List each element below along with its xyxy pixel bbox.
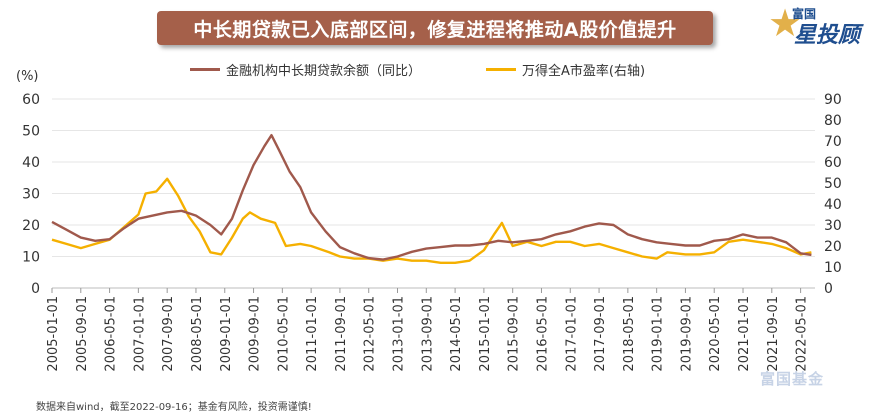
x-tick-label: 2013-01-01 <box>392 296 407 372</box>
x-tick-label: 2022-05-01 <box>795 296 810 372</box>
x-tick-label: 2005-09-01 <box>75 296 90 372</box>
legend-swatch-loan <box>190 68 220 71</box>
x-tick-label: 2013-09-01 <box>420 296 435 372</box>
x-tick-label: 2014-05-01 <box>449 296 464 372</box>
x-tick-label: 2011-09-01 <box>334 296 349 372</box>
brand-logo: ★ 富国 星投顾 <box>768 1 868 48</box>
x-tick-label: 2017-09-01 <box>593 296 608 372</box>
x-tick-label: 2016-05-01 <box>535 296 550 372</box>
watermark-text: 富国基金 <box>760 370 825 388</box>
x-tick-label: 2019-01-01 <box>651 296 666 372</box>
x-tick-label: 2008-05-01 <box>190 296 205 372</box>
x-tick-label: 2006-05-01 <box>104 296 119 372</box>
right-tick-label: 40 <box>824 197 842 213</box>
x-tick-label: 2021-09-01 <box>766 296 781 372</box>
legend-label-pe: 万得全A市盈率(右轴) <box>522 64 646 79</box>
x-tick-label: 2018-05-01 <box>622 296 637 372</box>
right-tick-label: 10 <box>824 260 842 276</box>
x-tick-label: 2017-01-01 <box>564 296 579 372</box>
x-tick-label: 2007-01-01 <box>132 296 147 372</box>
right-tick-label: 90 <box>824 92 842 108</box>
left-tick-label: 50 <box>22 124 40 140</box>
legend-label-loan: 金融机构中长期贷款余额（同比） <box>226 64 422 79</box>
brand-big-text: 星投顾 <box>794 23 861 48</box>
x-tick-label: 2009-01-01 <box>219 296 234 372</box>
left-axis-unit: (%) <box>16 69 39 84</box>
x-tick-label: 2007-09-01 <box>161 296 176 372</box>
x-tick-label: 2020-05-01 <box>708 296 723 372</box>
right-tick-label: 60 <box>824 155 842 171</box>
x-tick-label: 2012-05-01 <box>363 296 378 372</box>
left-tick-label: 20 <box>22 218 40 234</box>
right-tick-label: 30 <box>824 218 842 234</box>
x-tick-label: 2011-01-01 <box>305 296 320 372</box>
star-icon: ★ <box>768 1 803 45</box>
x-tick-label: 2015-09-01 <box>507 296 522 372</box>
legend-swatch-pe <box>486 68 516 71</box>
left-tick-label: 60 <box>22 92 40 108</box>
left-tick-label: 10 <box>22 250 40 266</box>
right-tick-label: 70 <box>824 134 842 150</box>
x-tick-label: 2010-05-01 <box>276 296 291 372</box>
x-tick-label: 2019-09-01 <box>679 296 694 372</box>
chart-legend: 金融机构中长期贷款余额（同比） 万得全A市盈率(右轴) <box>0 60 870 80</box>
right-tick-label: 50 <box>824 176 842 192</box>
right-tick-label: 80 <box>824 113 842 129</box>
x-tick-label: 2005-01-01 <box>46 296 61 372</box>
x-tick-label: 2021-01-01 <box>737 296 752 372</box>
x-tick-label: 2009-09-01 <box>248 296 263 372</box>
left-tick-label: 40 <box>22 155 40 171</box>
footnote: 数据来自wind，截至2022-09-16；基金有风险，投资需谨慎! <box>36 402 312 413</box>
left-tick-label: 30 <box>22 187 40 203</box>
right-tick-label: 0 <box>824 281 833 297</box>
legend-item-pe: 万得全A市盈率(右轴) <box>486 60 645 79</box>
chart-title: 中长期贷款已入底部区间，修复进程将推动A股价值提升 <box>193 18 677 41</box>
left-tick-label: 0 <box>31 281 40 297</box>
x-tick-label: 2015-01-01 <box>478 296 493 372</box>
chart-title-banner: 中长期贷款已入底部区间，修复进程将推动A股价值提升 <box>157 11 713 45</box>
series-line-loan <box>51 134 812 261</box>
series-line-pe <box>51 177 812 264</box>
legend-item-loan: 金融机构中长期贷款余额（同比） <box>190 60 421 79</box>
brand-small-text: 富国 <box>792 7 817 21</box>
right-tick-label: 20 <box>824 239 842 255</box>
